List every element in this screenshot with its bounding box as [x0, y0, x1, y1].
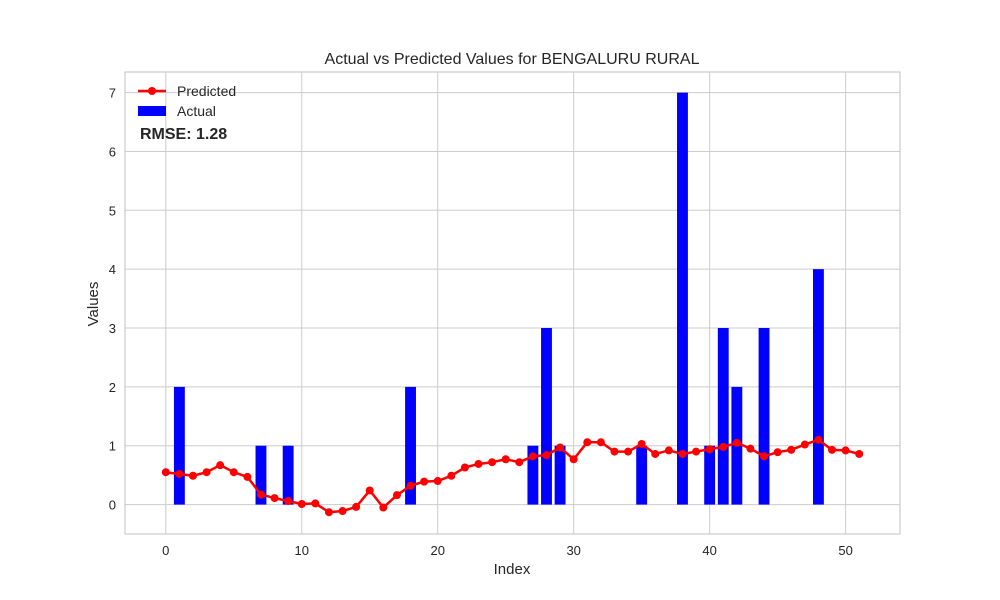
predicted-point	[460, 463, 469, 472]
chart-title: Actual vs Predicted Values for BENGALURU…	[325, 51, 700, 68]
predicted-point	[324, 508, 333, 517]
predicted-point	[664, 446, 673, 455]
predicted-point	[773, 448, 782, 457]
x-axis-label: Index	[494, 561, 531, 578]
y-tick-label: 5	[109, 203, 116, 218]
bar-actual	[255, 445, 267, 505]
x-tick-label: 50	[838, 543, 852, 558]
predicted-point	[270, 494, 279, 503]
predicted-point	[705, 445, 714, 454]
legend-actual-label: Actual	[177, 103, 216, 119]
y-tick-label: 2	[109, 380, 116, 395]
predicted-point	[284, 497, 293, 506]
plot-frame	[124, 71, 901, 535]
bar-actual	[704, 445, 716, 505]
bar-actual	[554, 445, 566, 505]
predicted-point	[202, 468, 211, 477]
predicted-point	[787, 445, 796, 454]
predicted-point	[474, 459, 483, 468]
bar-actual	[812, 269, 824, 505]
predicted-point	[243, 472, 252, 481]
grid	[125, 72, 900, 534]
bar-actual	[636, 445, 648, 505]
bar-actual	[758, 328, 770, 505]
y-tick-label: 6	[109, 144, 116, 159]
predicted-point	[365, 486, 374, 495]
predicted-point	[828, 445, 837, 454]
predicted-point	[637, 439, 646, 448]
predicted-point	[229, 468, 238, 477]
predicted-point	[501, 455, 510, 464]
predicted-point	[311, 499, 320, 508]
predicted-point	[855, 449, 864, 458]
y-tick-labels: 0 1 2 3 4 5 6 7	[109, 86, 116, 513]
predicted-point	[433, 477, 442, 486]
predicted-point	[379, 503, 388, 512]
predicted-point	[528, 452, 537, 461]
predicted-point	[297, 499, 306, 508]
bar-actual	[677, 92, 688, 505]
predicted-point	[216, 461, 225, 470]
predicted-point	[542, 451, 551, 460]
predicted-point	[338, 507, 347, 516]
legend-predicted-marker	[148, 87, 156, 95]
legend-actual-swatch	[138, 106, 166, 116]
predicted-point	[352, 502, 361, 511]
predicted-point	[161, 468, 170, 477]
x-tick-label: 20	[430, 543, 444, 558]
predicted-point	[188, 471, 197, 480]
x-tick-label: 30	[566, 543, 580, 558]
predicted-point	[800, 440, 809, 449]
predicted-point	[256, 490, 265, 499]
predicted-point	[841, 446, 850, 455]
bar-actual	[717, 328, 729, 505]
predicted-point	[515, 458, 524, 467]
predicted-point	[488, 458, 497, 467]
predicted-point	[556, 443, 565, 452]
x-tick-label: 0	[162, 543, 169, 558]
predicted-line-path	[165, 438, 860, 514]
predicted-point	[732, 438, 741, 447]
predicted-point	[746, 444, 755, 453]
bar-actual	[527, 445, 539, 505]
line-predicted	[161, 435, 864, 517]
predicted-point	[175, 469, 184, 478]
y-tick-label: 1	[109, 439, 116, 454]
predicted-point	[814, 435, 823, 444]
bar-actual	[405, 386, 416, 505]
predicted-point	[719, 442, 728, 451]
rmse-annotation: RMSE: 1.28	[140, 126, 227, 143]
bar-actual	[173, 386, 185, 505]
predicted-point	[596, 438, 605, 447]
predicted-point	[760, 452, 769, 461]
y-tick-label: 4	[109, 262, 116, 277]
predicted-point	[447, 471, 456, 480]
y-axis-label: Values	[85, 282, 102, 327]
predicted-point	[692, 447, 701, 456]
predicted-point	[569, 455, 578, 464]
legend: Predicted Actual	[138, 83, 236, 119]
predicted-point	[406, 481, 415, 490]
legend-predicted-label: Predicted	[177, 83, 236, 99]
y-tick-label: 3	[109, 321, 116, 336]
x-tick-labels: 0 10 20 30 40 50	[162, 543, 853, 558]
bar-actual	[282, 445, 294, 505]
bar-actual	[541, 328, 552, 505]
x-tick-label: 10	[295, 543, 309, 558]
predicted-point	[392, 491, 401, 500]
predicted-point	[651, 449, 660, 458]
predicted-point	[610, 447, 619, 456]
predicted-point	[624, 447, 633, 456]
y-tick-label: 7	[109, 86, 116, 101]
y-tick-label: 0	[109, 498, 116, 513]
predicted-point	[678, 449, 687, 458]
predicted-point	[420, 477, 429, 486]
x-tick-label: 40	[702, 543, 716, 558]
predicted-point	[583, 438, 592, 447]
